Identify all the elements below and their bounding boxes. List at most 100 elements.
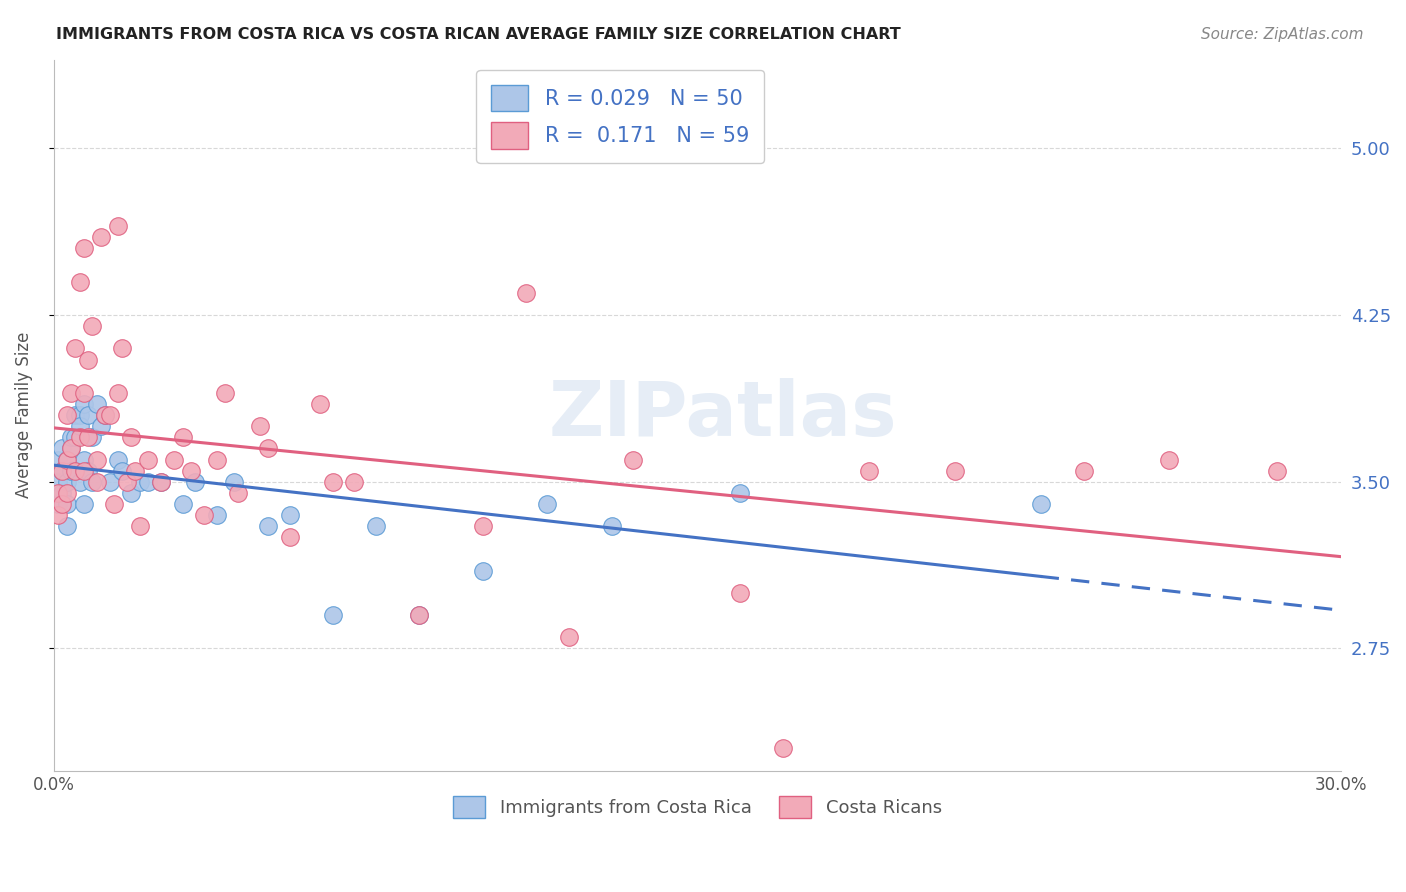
Point — [193, 508, 215, 523]
Point — [55, 486, 77, 500]
Point — [77, 352, 100, 367]
Point — [65, 342, 87, 356]
Point — [557, 631, 579, 645]
Legend: Immigrants from Costa Rica, Costa Ricans: Immigrants from Costa Rica, Costa Ricans — [446, 789, 949, 826]
Point — [98, 475, 121, 489]
Point — [115, 475, 138, 489]
Point — [69, 408, 91, 422]
Point — [73, 452, 96, 467]
Text: IMMIGRANTS FROM COSTA RICA VS COSTA RICAN AVERAGE FAMILY SIZE CORRELATION CHART: IMMIGRANTS FROM COSTA RICA VS COSTA RICA… — [56, 27, 901, 42]
Point — [69, 419, 91, 434]
Point — [205, 508, 228, 523]
Point — [249, 419, 271, 434]
Point — [73, 464, 96, 478]
Point — [59, 464, 82, 478]
Point — [73, 385, 96, 400]
Point — [408, 608, 430, 623]
Point — [90, 230, 112, 244]
Point — [65, 464, 87, 478]
Point — [136, 452, 159, 467]
Point — [322, 608, 344, 623]
Point — [46, 508, 69, 523]
Point — [51, 464, 73, 478]
Point — [55, 497, 77, 511]
Point — [257, 519, 280, 533]
Y-axis label: Average Family Size: Average Family Size — [15, 332, 32, 499]
Point — [59, 430, 82, 444]
Point — [172, 430, 194, 444]
Point — [77, 430, 100, 444]
Point — [471, 564, 494, 578]
Point — [82, 475, 104, 489]
Point — [51, 442, 73, 456]
Point — [55, 452, 77, 467]
Point — [73, 497, 96, 511]
Point — [124, 464, 146, 478]
Point — [772, 741, 794, 756]
Point — [107, 452, 129, 467]
Point — [98, 408, 121, 422]
Point — [621, 452, 644, 467]
Point — [515, 285, 537, 300]
Point — [111, 342, 134, 356]
Point — [228, 486, 250, 500]
Point — [730, 586, 752, 600]
Point — [214, 385, 236, 400]
Point — [59, 442, 82, 456]
Point — [55, 519, 77, 533]
Point — [103, 497, 125, 511]
Point — [86, 397, 108, 411]
Point — [278, 530, 301, 544]
Point — [82, 430, 104, 444]
Point — [536, 497, 558, 511]
Point — [150, 475, 173, 489]
Point — [120, 486, 142, 500]
Text: ZIPatlas: ZIPatlas — [548, 378, 897, 452]
Point — [1265, 464, 1288, 478]
Point — [322, 475, 344, 489]
Point — [51, 464, 73, 478]
Point — [69, 275, 91, 289]
Point — [65, 408, 87, 422]
Point — [94, 408, 117, 422]
Point — [943, 464, 966, 478]
Point — [77, 464, 100, 478]
Point — [111, 464, 134, 478]
Point — [364, 519, 387, 533]
Point — [73, 242, 96, 256]
Text: Source: ZipAtlas.com: Source: ZipAtlas.com — [1201, 27, 1364, 42]
Point — [82, 319, 104, 334]
Point — [858, 464, 880, 478]
Point — [46, 475, 69, 489]
Point — [77, 408, 100, 422]
Point — [343, 475, 366, 489]
Point — [51, 486, 73, 500]
Point — [55, 452, 77, 467]
Point — [136, 475, 159, 489]
Point — [59, 442, 82, 456]
Point — [128, 475, 150, 489]
Point — [65, 430, 87, 444]
Point — [65, 464, 87, 478]
Point — [55, 475, 77, 489]
Point — [471, 519, 494, 533]
Point — [257, 442, 280, 456]
Point — [69, 430, 91, 444]
Point — [86, 452, 108, 467]
Point — [128, 519, 150, 533]
Point — [69, 475, 91, 489]
Point — [94, 408, 117, 422]
Point — [51, 497, 73, 511]
Point — [46, 486, 69, 500]
Point — [222, 475, 245, 489]
Point — [46, 452, 69, 467]
Point — [184, 475, 207, 489]
Point — [55, 408, 77, 422]
Point — [163, 452, 186, 467]
Point — [278, 508, 301, 523]
Point — [107, 385, 129, 400]
Point — [1029, 497, 1052, 511]
Point — [600, 519, 623, 533]
Point — [120, 430, 142, 444]
Point — [172, 497, 194, 511]
